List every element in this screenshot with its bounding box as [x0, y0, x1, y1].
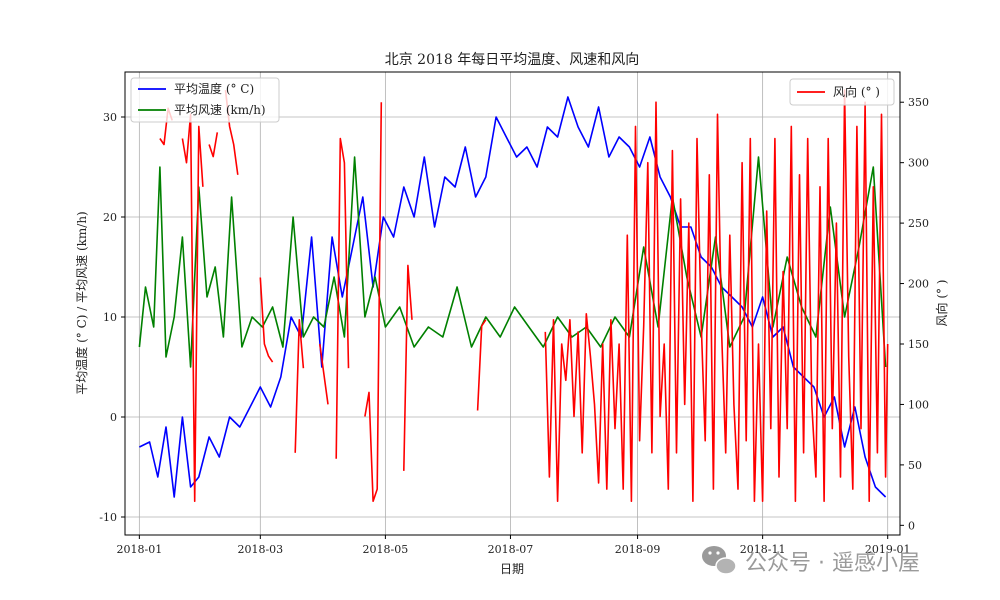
y-right-tick-label: 200 [908, 278, 929, 291]
chart-title: 北京 2018 年每日平均温度、风速和风向 [385, 52, 640, 68]
series-line-wind-direction [208, 132, 219, 158]
y-axis-left: -10 0 10 20 30 [99, 111, 125, 524]
y-axis-left-label: 平均温度 (° C) / 平均风速 (km/h) [74, 211, 89, 394]
y-right-tick-label: 250 [908, 217, 929, 230]
y-right-tick-label: 300 [908, 157, 929, 170]
y-right-tick-label: 100 [908, 398, 929, 411]
x-axis-label: 日期 [500, 562, 524, 576]
x-tick-label: 2019-01 [865, 543, 911, 556]
series-line-wind-direction [364, 102, 383, 502]
series-layer [138, 89, 889, 502]
y-right-tick-label: 0 [908, 519, 915, 532]
y-left-tick-label: 0 [110, 411, 117, 424]
plot-frame [124, 71, 901, 536]
series-line-wind-direction [403, 264, 413, 471]
series-line-wind-direction [294, 319, 305, 453]
series-line-wind-direction [181, 113, 204, 502]
x-tick-label: 2018-09 [615, 543, 661, 556]
y-left-tick-label: 30 [103, 111, 117, 124]
x-tick-label: 2018-11 [740, 543, 786, 556]
x-tick-label: 2018-05 [363, 543, 409, 556]
legend-label-wind-direction: 风向 (° ) [833, 84, 880, 99]
grid [125, 72, 900, 535]
x-tick-label: 2018-03 [237, 543, 283, 556]
y-right-tick-label: 150 [908, 338, 929, 351]
wechat-icon [702, 546, 737, 575]
y-left-tick-label: -10 [99, 511, 117, 524]
legend-right: 风向 (° ) [789, 78, 895, 106]
x-tick-label: 2018-01 [116, 543, 162, 556]
series-line-wind-direction [544, 89, 889, 502]
series-line-wind-direction [476, 319, 487, 411]
y-axis-right: 0 50 100 150 200 250 300 350 [900, 96, 929, 532]
legend-label-temperature: 平均温度 (° C) [174, 81, 254, 96]
y-left-tick-label: 20 [103, 211, 117, 224]
y-left-tick-label: 10 [103, 311, 117, 324]
legend-label-wind-speed: 平均风速 (km/h) [174, 103, 266, 117]
watermark: 公众号 · 遥感小屋 [702, 546, 920, 576]
x-tick-label: 2018-07 [488, 543, 534, 556]
watermark-text: 公众号 · 遥感小屋 [745, 551, 920, 576]
legend-left: 平均温度 (° C) 平均风速 (km/h) [130, 77, 280, 123]
series-line-wind-direction [319, 343, 329, 405]
series-line-wind-direction [259, 277, 274, 363]
x-axis: 2018-01 2018-03 2018-05 2018-07 2018-09 2018-… [116, 535, 911, 556]
series-line-wind-direction [335, 137, 350, 459]
y-right-tick-label: 50 [908, 459, 922, 472]
y-right-tick-label: 350 [908, 96, 929, 109]
y-axis-right-label: 风向 (° ) [934, 280, 949, 327]
series-line-temperature [139, 96, 887, 498]
